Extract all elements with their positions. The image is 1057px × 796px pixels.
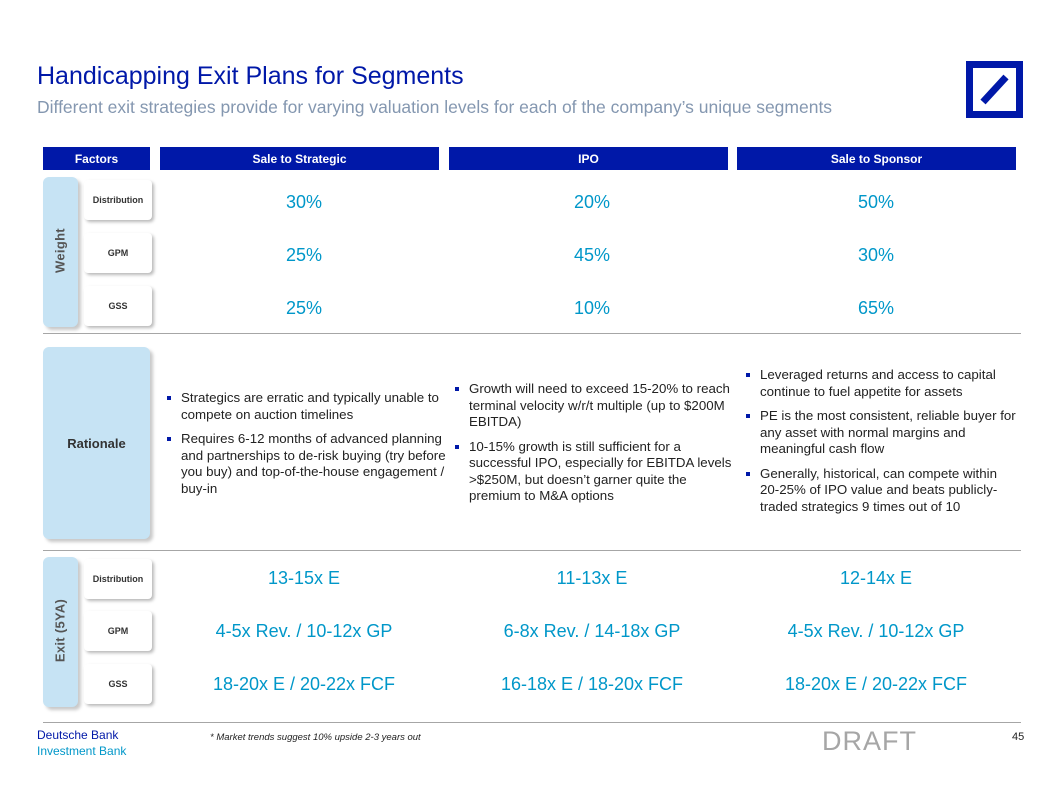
footer-company: Deutsche Bank	[37, 728, 119, 742]
exit-row-label-gss: GSS	[84, 664, 152, 704]
weight-sidebar: Weight	[43, 177, 78, 327]
header-ipo: IPO	[449, 147, 728, 170]
footer-division: Investment Bank	[37, 744, 127, 758]
weight-label: Weight	[52, 228, 68, 273]
weight-gpm-ipo: 45%	[573, 245, 611, 265]
section-divider	[43, 333, 1021, 334]
weight-gss-strategic: 25%	[285, 298, 323, 318]
exit-label: Exit (5YA)	[52, 598, 68, 663]
header-sale-to-strategic: Sale to Strategic	[160, 147, 439, 170]
exit-gss-strategic: 18-20x E / 20-22x FCF	[212, 674, 396, 694]
exit-distribution-strategic: 13-15x E	[267, 568, 341, 588]
rationale-sponsor-list: Leveraged returns and access to capital …	[746, 367, 1016, 523]
weight-row-label-gss: GSS	[84, 286, 152, 326]
exit-gpm-ipo: 6-8x Rev. / 14-18x GP	[503, 621, 681, 641]
list-item: PE is the most consistent, reliable buye…	[746, 408, 1016, 458]
weight-gpm-sponsor: 30%	[857, 245, 895, 265]
section-divider	[43, 550, 1021, 551]
page-subtitle: Different exit strategies provide for va…	[37, 97, 833, 117]
exit-sidebar: Exit (5YA)	[43, 557, 78, 707]
weight-distribution-ipo: 20%	[573, 192, 611, 212]
rationale-ipo-list: Growth will need to exceed 15-20% to rea…	[455, 381, 735, 513]
exit-distribution-ipo: 11-13x E	[556, 568, 628, 588]
deutsche-bank-logo	[966, 61, 1023, 118]
list-item: Growth will need to exceed 15-20% to rea…	[455, 381, 735, 431]
logo-slash-icon	[980, 74, 1009, 105]
exit-gpm-sponsor: 4-5x Rev. / 10-12x GP	[787, 621, 965, 641]
weight-row-label-gpm: GPM	[84, 233, 152, 273]
exit-distribution-sponsor: 12-14x E	[839, 568, 913, 588]
exit-row-label-gpm: GPM	[84, 611, 152, 651]
weight-distribution-sponsor: 50%	[857, 192, 895, 212]
footnote: * Market trends suggest 10% upside 2-3 y…	[210, 732, 421, 743]
exit-gpm-strategic: 4-5x Rev. / 10-12x GP	[215, 621, 393, 641]
weight-distribution-strategic: 30%	[285, 192, 323, 212]
page-number: 45	[1012, 731, 1025, 743]
list-item: Strategics are erratic and typically una…	[167, 390, 447, 423]
weight-gss-sponsor: 65%	[857, 298, 895, 318]
weight-gss-ipo: 10%	[573, 298, 611, 318]
draft-watermark: DRAFT	[822, 726, 917, 756]
exit-gss-ipo: 16-18x E / 18-20x FCF	[500, 674, 684, 694]
weight-gpm-strategic: 25%	[285, 245, 323, 265]
header-sale-to-sponsor: Sale to Sponsor	[737, 147, 1016, 170]
list-item: 10-15% growth is still sufficient for a …	[455, 439, 735, 505]
rationale-strategic-list: Strategics are erratic and typically una…	[167, 390, 447, 505]
exit-gss-sponsor: 18-20x E / 20-22x FCF	[784, 674, 968, 694]
exit-row-label-distribution: Distribution	[84, 559, 152, 599]
header-factors: Factors	[43, 147, 150, 170]
page-title: Handicapping Exit Plans for Segments	[37, 62, 464, 90]
list-item: Leveraged returns and access to capital …	[746, 367, 1016, 400]
list-item: Requires 6-12 months of advanced plannin…	[167, 431, 447, 497]
weight-row-label-distribution: Distribution	[84, 180, 152, 220]
rationale-label: Rationale	[67, 435, 126, 451]
footer-divider	[43, 722, 1021, 723]
rationale-sidebar: Rationale	[43, 347, 150, 539]
list-item: Generally, historical, can compete withi…	[746, 466, 1016, 516]
